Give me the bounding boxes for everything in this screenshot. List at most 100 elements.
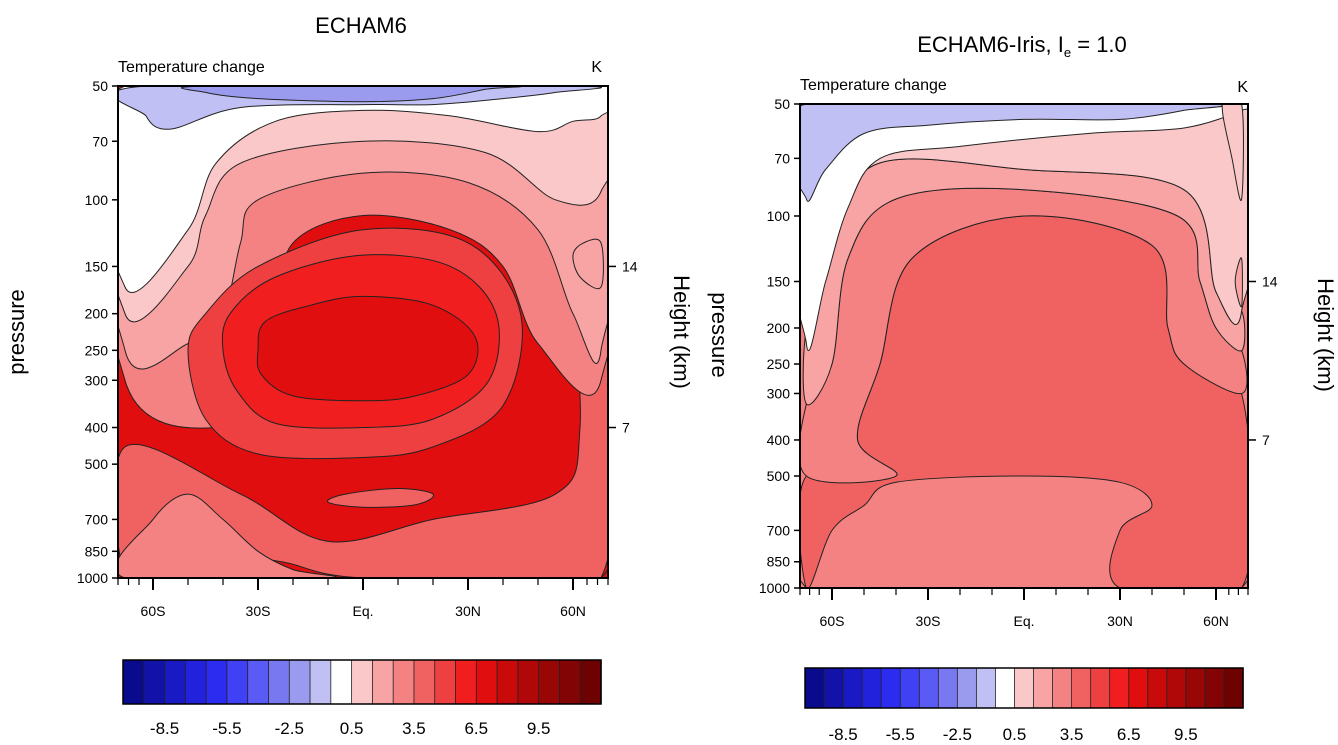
contour-region [572,238,604,290]
y-tick-label: 50 [774,96,790,112]
colorbar-swatch [861,667,882,709]
colorbar-label: -2.5 [943,725,972,744]
colorbar-label: 3.5 [1060,725,1084,744]
colorbar-swatch [1204,667,1225,709]
colorbar-swatch [205,659,228,705]
x-tick-label: 30N [455,603,481,619]
colorbar-swatch [1185,667,1206,709]
colorbar-frame [122,659,602,705]
colorbar-swatch [1033,667,1054,709]
colorbar-swatch [164,659,187,705]
colorbar-swatch [579,659,602,705]
colorbar-label: 0.5 [340,719,364,738]
colorbar-swatch [804,667,825,709]
colorbar-swatch [975,667,997,709]
colorbar-label: 6.5 [1117,725,1141,744]
colorbar-swatch [226,659,249,705]
colorbar-swatch [455,659,478,705]
colorbar-swatch [1128,667,1149,709]
contour-regions [800,104,1248,588]
contour-region [326,487,435,508]
colorbar-swatch [1147,667,1168,709]
colorbar-label: 6.5 [464,719,488,738]
y-tick-label: 100 [767,208,791,224]
colorbar-swatch [330,659,353,705]
y-right-tick-label: 7 [622,420,630,436]
contour-region [1234,257,1243,308]
y-tick-label: 1000 [759,580,790,596]
y-axis: 50 70 100 150 200 250 300 400 500 700 850 1000 [77,78,118,586]
y-tick-label: 200 [767,320,791,336]
contour-region [1221,104,1244,201]
colorbar-label: 0.5 [1003,725,1027,744]
colorbar-swatch [1109,667,1130,709]
colorbar-swatch [288,659,311,705]
y-axis-right-label: Height (km) [1313,278,1338,392]
y-tick-label: 700 [767,522,791,538]
colorbar-swatch [1223,667,1244,709]
y-tick-label: 250 [767,356,791,372]
x-tick-label: 30S [916,613,941,629]
panel-title: ECHAM6-Iris, Ie = 1.0 [917,32,1127,60]
y-tick-label: 400 [767,432,791,448]
plot-area [799,103,1249,589]
y-axis-label: pressure [4,289,29,375]
contour-region [118,86,608,323]
colorbar-swatch [995,667,1016,709]
colorbar-swatch [1071,667,1092,709]
colorbar-label: -2.5 [275,719,304,738]
contour-regions [118,86,608,578]
panel-right: ECHAM6-Iris, Ie = 1.0 Temperature change… [707,32,1338,629]
x-tick-label: 60N [1203,613,1229,629]
y-axis-right-label: Height (km) [669,275,694,389]
y-tick-label: 250 [85,342,109,358]
colorbar-swatch [880,667,901,709]
panel-title-subscript: e [1064,45,1071,60]
colorbar-swatch [184,659,207,705]
colorbar-right: -8.5 -5.5 -2.5 0.5 3.5 6.5 9.5 [804,667,1244,744]
y-axis: 50 70 100 150 200 250 300 400 500 700 850 1000 [759,96,800,596]
y-tick-label: 100 [85,192,109,208]
y-tick-label: 400 [85,420,109,436]
y-tick-label: 200 [85,306,109,322]
y-right-tick-label: 14 [622,258,638,274]
colorbar-label: -5.5 [212,719,241,738]
y-tick-label: 1000 [77,570,108,586]
panel-title-suffix: = 1.0 [1071,32,1127,57]
x-tick-label: Eq. [1013,613,1034,629]
colorbar-swatch [1052,667,1073,709]
x-tick-label: 60N [560,603,586,619]
colorbar-label: 9.5 [527,719,551,738]
x-tick-label: 60S [820,613,845,629]
colorbar-label: -5.5 [886,725,915,744]
colorbar-left: -8.5 -5.5 -2.5 0.5 3.5 6.5 9.5 [122,659,602,738]
y-tick-label: 500 [85,456,109,472]
y-axis-right: 14 7 [608,258,638,436]
y-axis-right: 14 7 [1248,273,1278,448]
colorbar-swatch [823,667,844,709]
contour-region [256,295,479,402]
colorbar-swatch [351,659,374,705]
colorbar-label: -8.5 [150,719,179,738]
y-tick-label: 70 [774,150,790,166]
colorbar-swatch [918,667,940,709]
panel-subtitle-right: K [1237,79,1248,96]
colorbar-swatch [143,659,166,705]
colorbar-swatch [1014,667,1035,709]
y-tick-label: 700 [85,511,109,527]
plot-area [117,85,609,579]
contour-region [800,104,1248,332]
y-tick-label: 150 [767,273,791,289]
colorbar-swatch [392,659,415,705]
y-tick-label: 300 [767,385,791,401]
panel-subtitle-left: Temperature change [800,77,947,94]
colorbar-frame [804,667,1244,709]
x-axis: 60S 30S Eq. 30N 60N [117,578,609,619]
colorbar-swatch [268,659,290,705]
y-tick-label: 850 [85,543,109,559]
y-tick-label: 70 [92,133,108,149]
x-tick-label: 60S [141,603,166,619]
colorbar-swatch [538,659,561,705]
colorbar-swatch [122,659,145,705]
